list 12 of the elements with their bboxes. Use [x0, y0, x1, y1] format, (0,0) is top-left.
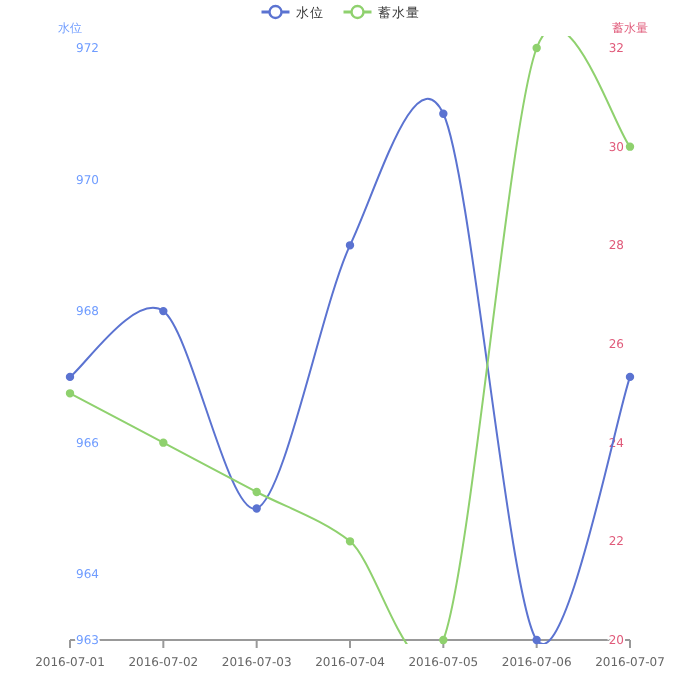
point — [439, 109, 448, 118]
point — [532, 43, 541, 53]
point — [345, 241, 355, 250]
point — [252, 504, 261, 513]
point — [65, 372, 75, 382]
point — [159, 438, 168, 447]
point — [252, 487, 261, 497]
point — [65, 389, 75, 398]
point — [345, 537, 355, 546]
point — [159, 306, 168, 316]
point — [625, 372, 635, 382]
point — [625, 142, 635, 151]
